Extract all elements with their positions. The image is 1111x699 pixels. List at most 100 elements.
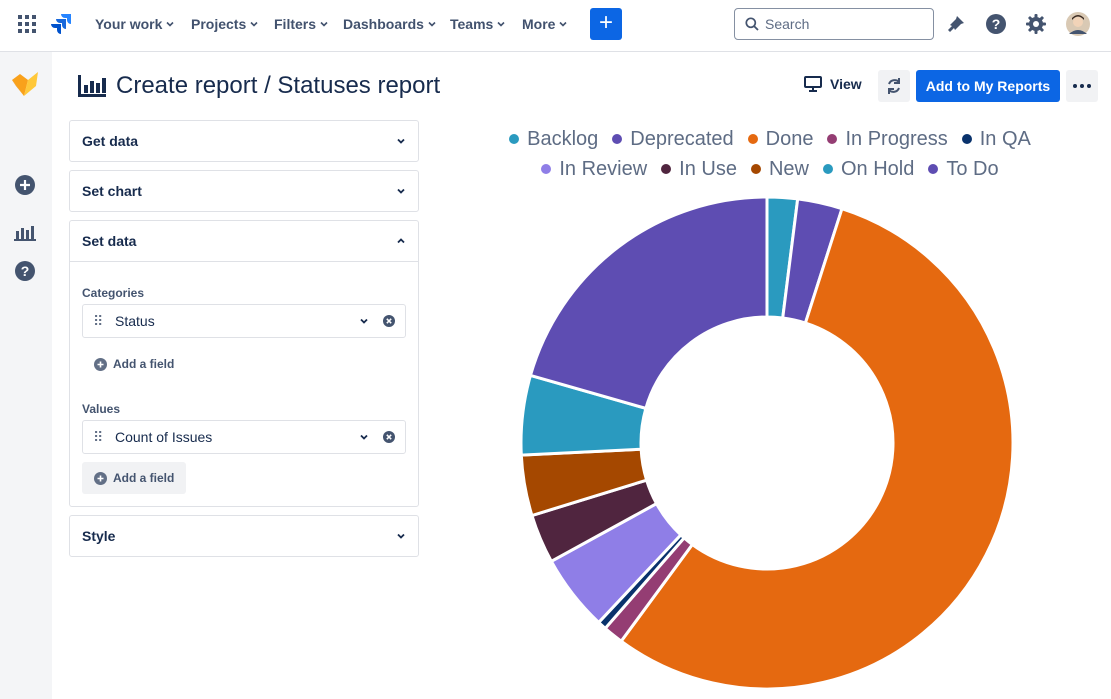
panel-title: Set data: [82, 233, 137, 249]
chevron-down-icon: [397, 533, 405, 539]
legend-label: On Hold: [841, 157, 915, 180]
legend-label: To Do: [946, 157, 999, 180]
nav-your-work[interactable]: Your work: [95, 14, 175, 34]
refresh-button[interactable]: [878, 70, 910, 102]
legend-item[interactable]: In Progress: [827, 127, 948, 151]
legend-swatch: [509, 134, 520, 144]
clear-icon[interactable]: [383, 315, 395, 327]
panel-title: Get data: [82, 133, 139, 149]
chevron-down-icon[interactable]: [359, 316, 369, 326]
user-avatar[interactable]: [1066, 12, 1090, 36]
add-category-field-button[interactable]: Add a field: [82, 348, 186, 380]
legend-item[interactable]: Backlog: [509, 128, 598, 151]
drag-handle-icon[interactable]: ⠿: [93, 428, 103, 445]
bell-icon[interactable]: [946, 14, 966, 34]
legend-swatch: [827, 134, 838, 144]
legend-item[interactable]: New: [750, 157, 809, 181]
nav-label: Your work: [95, 16, 163, 32]
legend-label: In Review: [559, 157, 648, 180]
chevron-down-icon: [397, 138, 405, 144]
legend-item[interactable]: Deprecated: [612, 127, 734, 151]
jira-logo-icon[interactable]: [51, 13, 73, 35]
svg-text:?: ?: [992, 16, 1001, 32]
search-input[interactable]: [765, 16, 915, 32]
legend-label: Done: [765, 127, 814, 150]
nav-label: Teams: [450, 16, 494, 32]
categories-field[interactable]: ⠿ Status: [82, 304, 406, 338]
legend-swatch: [661, 164, 672, 174]
panel-title: Set chart: [82, 183, 142, 199]
set-data-header[interactable]: Set data: [70, 221, 418, 261]
view-label: View: [830, 76, 862, 92]
create-button[interactable]: +: [590, 8, 622, 40]
nav-filters[interactable]: Filters: [274, 14, 329, 34]
legend-label: In Progress: [845, 127, 948, 150]
legend-swatch: [541, 164, 552, 174]
legend-row: In Review In Use New On Hold To Do: [440, 154, 1100, 184]
chevron-down-icon[interactable]: [359, 432, 369, 442]
legend-row: Backlog Deprecated Done In Progress In QA: [440, 124, 1100, 154]
nav-label: Dashboards: [343, 16, 424, 32]
view-button[interactable]: View: [804, 76, 862, 92]
add-field-label: Add a field: [113, 471, 175, 485]
top-navigation: Your work Projects Filters Dashboards Te…: [0, 0, 1111, 52]
chevron-down-icon: [166, 21, 174, 27]
legend-item[interactable]: In QA: [961, 128, 1031, 151]
page-title: Create report / Statuses report: [78, 72, 440, 100]
nav-dashboards[interactable]: Dashboards: [343, 14, 437, 34]
values-field[interactable]: ⠿ Count of Issues: [82, 420, 406, 454]
legend-item[interactable]: In Use: [661, 158, 737, 181]
set-chart-header[interactable]: Set chart: [70, 171, 418, 211]
style-header[interactable]: Style: [70, 516, 418, 556]
legend-swatch: [747, 134, 758, 144]
add-icon: [94, 357, 107, 371]
chevron-down-icon: [397, 188, 405, 194]
add-icon[interactable]: [14, 174, 36, 196]
report-chart-icon: [78, 75, 106, 97]
legend-item[interactable]: Done: [747, 127, 814, 151]
nav-teams[interactable]: Teams: [450, 14, 506, 34]
chart-legend: Backlog Deprecated Done In Progress In QA In…: [440, 124, 1100, 184]
legend-item[interactable]: To Do: [928, 157, 999, 181]
nav-label: Filters: [274, 16, 317, 32]
legend-item[interactable]: On Hold: [823, 158, 914, 181]
slice-done[interactable]: [619, 206, 1015, 691]
legend-label: In Use: [679, 157, 737, 180]
legend-swatch: [750, 164, 761, 174]
search-box[interactable]: [734, 8, 934, 40]
nav-projects[interactable]: Projects: [191, 14, 259, 34]
more-actions-button[interactable]: [1066, 70, 1098, 102]
app-logo-icon[interactable]: [10, 70, 40, 98]
get-data-header[interactable]: Get data: [70, 121, 418, 161]
chevron-down-icon: [320, 21, 328, 27]
left-rail: ?: [0, 52, 52, 699]
slice-to-do[interactable]: [528, 195, 769, 411]
field-value: Count of Issues: [115, 429, 213, 445]
donut-chart: [519, 195, 1015, 691]
page-title-text: Create report / Statuses report: [116, 72, 441, 99]
nav-label: Projects: [191, 16, 247, 32]
legend-swatch: [823, 164, 833, 174]
categories-label: Categories: [82, 286, 145, 300]
legend-label: Deprecated: [630, 127, 734, 150]
add-to-my-reports-button[interactable]: Add to My Reports: [916, 70, 1060, 102]
gear-icon[interactable]: [1026, 14, 1046, 34]
help-icon[interactable]: ?: [986, 14, 1006, 34]
legend-swatch: [961, 134, 972, 144]
reports-icon[interactable]: [14, 222, 36, 242]
help-icon[interactable]: ?: [14, 260, 36, 282]
legend-label: New: [768, 157, 809, 180]
legend-item[interactable]: In Review: [541, 158, 647, 181]
legend-swatch: [928, 164, 939, 174]
add-value-field-button[interactable]: Add a field: [82, 462, 187, 494]
chevron-down-icon: [559, 21, 568, 27]
drag-handle-icon[interactable]: ⠿: [93, 312, 103, 329]
add-field-label: Add a field: [113, 357, 175, 371]
panel-title: Style: [82, 528, 116, 544]
grid-icon[interactable]: [18, 15, 36, 33]
values-label: Values: [82, 402, 121, 416]
clear-icon[interactable]: [383, 431, 395, 443]
style-panel: Style: [69, 515, 419, 557]
add-icon: [94, 471, 107, 485]
nav-more[interactable]: More: [522, 14, 568, 34]
